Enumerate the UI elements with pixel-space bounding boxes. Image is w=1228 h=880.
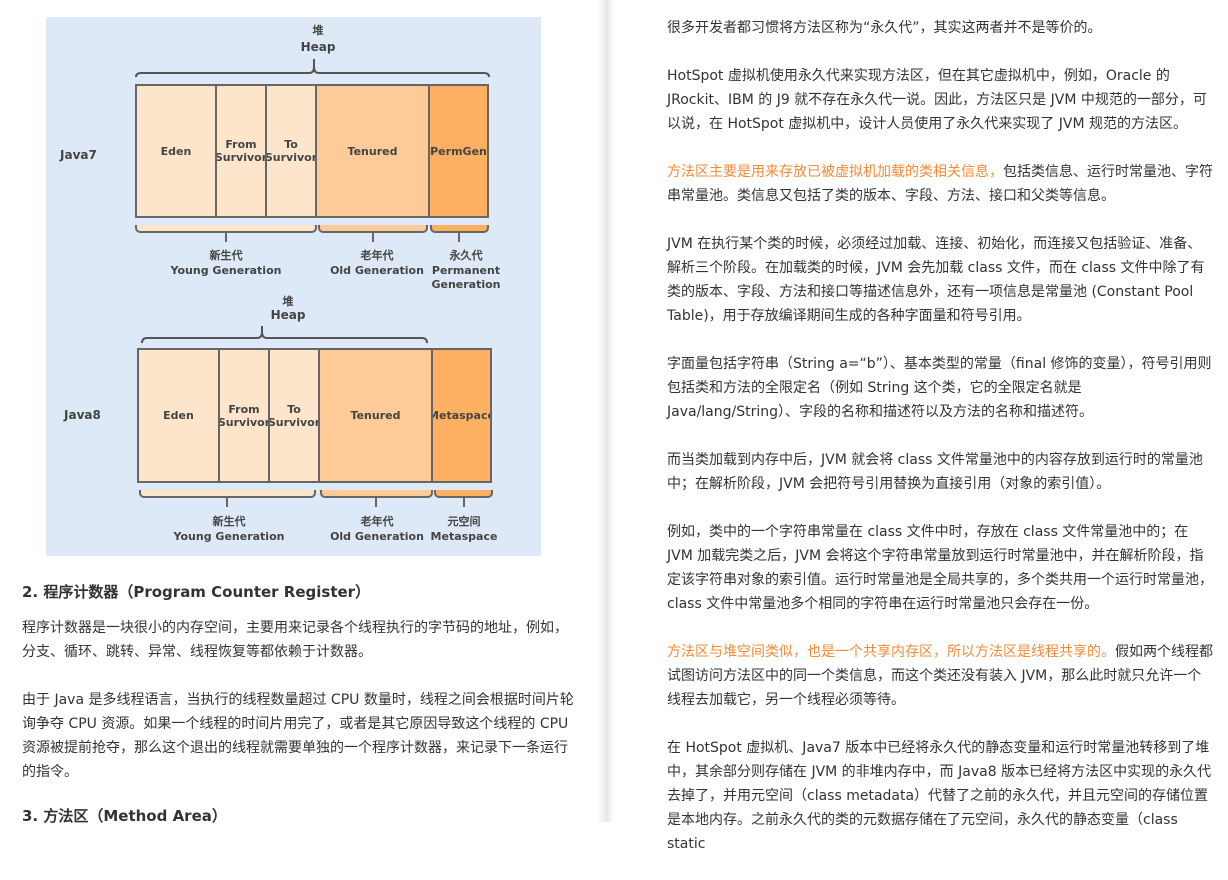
region-tenured: Tenured	[318, 348, 433, 483]
paragraph: 方法区与堆空间类似，也是一个共享内存区，所以方法区是线程共享的。假如两个线程都试…	[667, 640, 1215, 712]
region-permgen: PermGen	[428, 84, 489, 218]
group-cn-perm: 永久代	[449, 249, 483, 262]
heap-brace-icon	[141, 326, 428, 344]
group-cn-old: 老年代	[360, 249, 394, 262]
column-divider	[596, 0, 614, 822]
young-gen-brace	[135, 225, 317, 233]
metaspace-brace	[434, 490, 493, 498]
perm-gen-brace	[430, 225, 489, 233]
paragraph: 很多开发者都习惯将方法区称为“永久代”，其实这两者并不是等价的。	[667, 20, 1102, 36]
group-en-young: Young Generation	[170, 264, 282, 277]
group-cn-metaspace: 元空间	[447, 515, 481, 528]
highlighted-text: 方法区主要是用来存放已被虚拟机加载的类相关信息，	[667, 164, 1003, 180]
paragraph: 程序计数器是一块很小的内存空间，主要用来记录各个线程执行的字节码的地址，例如，分…	[22, 620, 568, 660]
row-label-java7: Java7	[60, 148, 97, 162]
paragraph: 方法区主要是用来存放已被虚拟机加载的类相关信息，包括类信息、运行时常量池、字符串…	[667, 160, 1215, 208]
group-cn-young: 新生代	[212, 515, 246, 528]
highlighted-text: 方法区与堆空间类似，也是一个共享内存区，所以方法区是线程共享的。	[667, 644, 1115, 660]
heap-label-cn: 堆	[282, 295, 294, 308]
region-eden: Eden	[135, 84, 217, 218]
group-cn-old: 老年代	[360, 515, 394, 528]
region-metaspace: Metaspace	[431, 348, 492, 483]
region-from-survivor: From Survivor	[218, 348, 270, 483]
heap-brace-icon	[135, 59, 490, 78]
region-eden: Eden	[137, 348, 220, 483]
heap-label-en: Heap	[300, 40, 336, 54]
paragraph: 而当类加载到内存中后，JVM 就会将 class 文件常量池中的内容存放到运行时…	[667, 452, 1203, 492]
paragraph: 例如，类中的一个字符串常量在 class 文件中时，存放在 class 文件常量…	[667, 524, 1213, 612]
group-en-old: Old Generation	[330, 264, 424, 277]
group-en-perm: Permanent Generation	[431, 264, 501, 291]
paragraph: 在 HotSpot 虚拟机、Java7 版本中已经将永久代的静态变量和运行时常量…	[667, 740, 1212, 852]
row-label-java8: Java8	[64, 408, 101, 422]
paragraph-text: 包括类信息、运行时常量池、字符串常量池。类信息又包括了类的版本、字段、方法、接口…	[667, 164, 1213, 204]
young-gen-brace	[139, 490, 316, 498]
right-column: 很多开发者都习惯将方法区称为“永久代”，其实这两者并不是等价的。 HotSpot…	[667, 16, 1215, 880]
region-tenured: Tenured	[315, 84, 430, 218]
group-en-metaspace: Metaspace	[430, 530, 498, 543]
group-en-young: Young Generation	[173, 530, 285, 543]
paragraph: 字面量包括字符串（String a=“b”）、基本类型的常量（final 修饰的…	[667, 356, 1212, 420]
paragraph-text: 假如两个线程都试图访问方法区中的同一个类信息，而这个类还没有装入 JVM，那么此…	[667, 644, 1213, 708]
left-column: 程序计数器是一块很小的内存空间，主要用来记录各个线程执行的字节码的地址，例如，分…	[22, 616, 574, 808]
old-gen-brace	[320, 490, 433, 498]
section-heading-program-counter: 2. 程序计数器（Program Counter Register）	[22, 583, 371, 601]
heap-label-en: Heap	[270, 308, 306, 322]
jvm-memory-diagram: 堆 Heap Java7 Eden From Survivor To Survi…	[46, 17, 541, 556]
section-heading-method-area: 3. 方法区（Method Area）	[22, 807, 227, 825]
paragraph: HotSpot 虚拟机使用永久代来实现方法区，但在其它虚拟机中，例如，Oracl…	[667, 68, 1207, 132]
paragraph: JVM 在执行某个类的时候，必须经过加载、连接、初始化，而连接又包括验证、准备、…	[667, 236, 1205, 324]
group-en-old: Old Generation	[330, 530, 424, 543]
region-to-survivor: To Survivor	[268, 348, 320, 483]
group-cn-young: 新生代	[209, 249, 243, 262]
paragraph: 由于 Java 是多线程语言，当执行的线程数量超过 CPU 数量时，线程之间会根…	[22, 692, 574, 780]
old-gen-brace	[318, 225, 428, 233]
heap-label-cn: 堆	[312, 24, 324, 37]
